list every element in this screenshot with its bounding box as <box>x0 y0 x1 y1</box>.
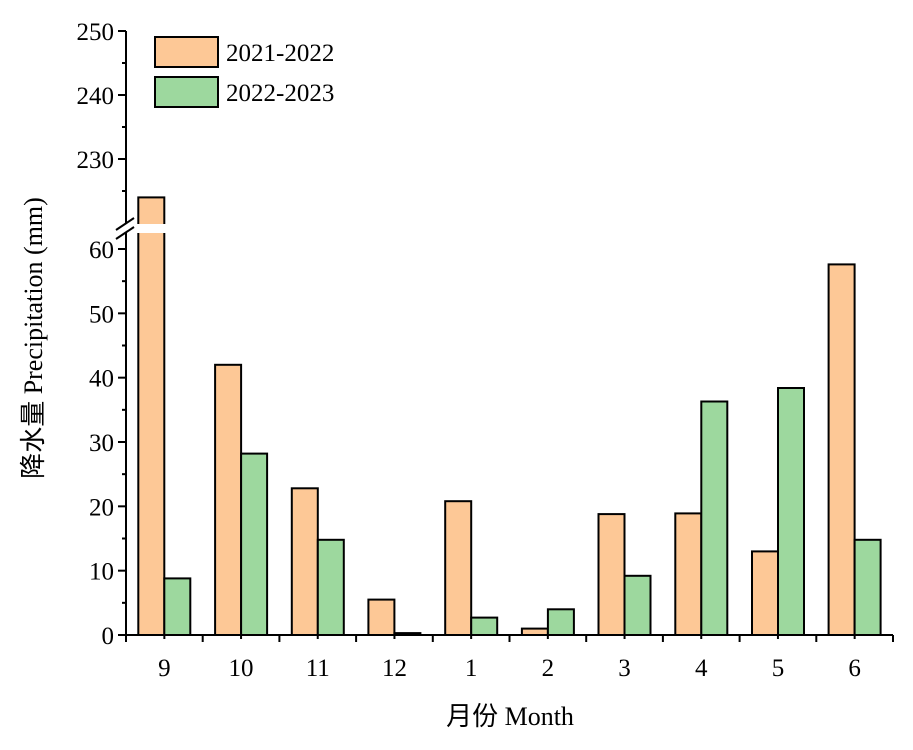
bar-2021-2022-5 <box>751 550 779 637</box>
bar-2022-2023-2 <box>546 608 575 636</box>
legend-swatch-2022-2023 <box>154 76 219 108</box>
x-tick-label-4: 4 <box>695 655 708 682</box>
y-tick-label-30: 30 <box>89 430 114 457</box>
legend-label-2021-2022: 2021-2022 <box>226 40 334 67</box>
x-tick-label-3: 3 <box>618 655 631 682</box>
bar-2022-2023-9 <box>163 577 192 637</box>
y-ticks-group: 0 10 20 30 40 50 60 230 240 250 <box>77 19 126 650</box>
x-tick-label-2: 2 <box>542 655 555 682</box>
x-tick-label-12: 12 <box>382 655 407 682</box>
x-tick-label-10: 10 <box>229 655 254 682</box>
bar-2022-2023-5 <box>777 387 805 636</box>
y-tick-label-40: 40 <box>89 366 114 393</box>
bars-group <box>112 196 882 637</box>
legend: 2021-2022 2022-2023 <box>154 36 334 108</box>
bar-2021-2022-11 <box>290 487 319 636</box>
axis-break-mark-top <box>115 217 135 231</box>
bar-2022-2023-10 <box>240 452 269 636</box>
bar-2022-2023-6 <box>853 538 882 636</box>
y-tick-label-20: 20 <box>89 494 114 521</box>
x-tick-label-1: 1 <box>465 655 478 682</box>
axis-break-mark-bottom <box>115 226 135 240</box>
bar-2021-2022-4 <box>674 512 703 637</box>
bar-2021-2022-9 <box>137 196 166 636</box>
bar-2022-2023-1 <box>470 616 499 636</box>
x-ticks-group: 9 10 11 12 1 2 3 4 5 6 <box>125 635 894 682</box>
bar-2021-2022-6 <box>827 263 856 636</box>
x-tick-label-6: 6 <box>848 655 861 682</box>
axis-break-gap <box>112 224 172 233</box>
legend-swatch-2021-2022 <box>154 36 219 68</box>
y-tick-label-230: 230 <box>77 147 115 174</box>
y-tick-label-60: 60 <box>89 237 114 264</box>
y-tick-label-10: 10 <box>89 559 114 586</box>
bar-2021-2022-3 <box>597 513 626 636</box>
y-tick-label-250: 250 <box>77 19 115 46</box>
bar-2022-2023-4 <box>700 400 729 636</box>
bar-2021-2022-1 <box>444 500 473 637</box>
bar-2021-2022-10 <box>214 363 243 636</box>
x-tick-label-5: 5 <box>772 655 785 682</box>
y-tick-label-50: 50 <box>89 301 114 328</box>
x-tick-label-9: 9 <box>158 655 171 682</box>
bar-2022-2023-11 <box>316 538 345 636</box>
y-axis-title: 降水量 Precipitation (mm) <box>19 197 48 479</box>
y-tick-label-240: 240 <box>77 83 115 110</box>
legend-label-2022-2023: 2022-2023 <box>226 80 334 107</box>
y-tick-label-0: 0 <box>102 623 115 650</box>
x-axis-title: 月份 Month <box>446 702 574 731</box>
x-tick-label-11: 11 <box>306 655 330 682</box>
bar-2021-2022-12 <box>367 598 396 636</box>
bar-2022-2023-3 <box>623 574 652 636</box>
